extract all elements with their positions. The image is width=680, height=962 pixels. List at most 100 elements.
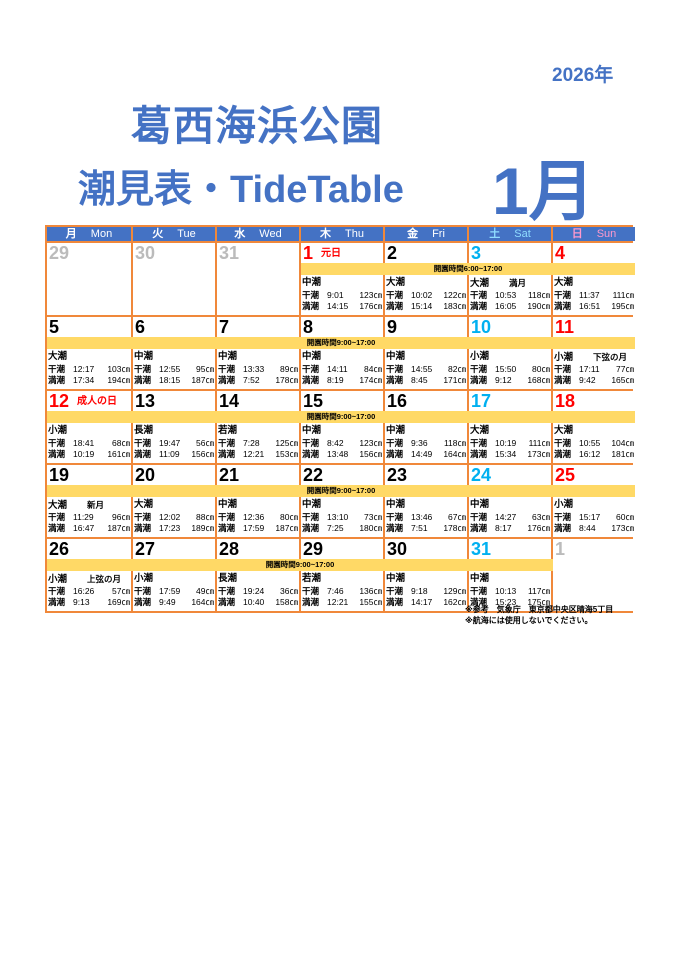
high-tide-line: 満潮 7:25 180㎝ xyxy=(302,523,382,534)
high-tide-label: 満潮 xyxy=(218,597,236,607)
high-tide-label: 満潮 xyxy=(134,597,152,607)
high-tide-height: 164㎝ xyxy=(443,449,466,459)
tide-type: 中潮 xyxy=(218,350,298,364)
low-tide-time: 10:53 xyxy=(495,290,517,300)
low-tide-line: 干潮 18:41 68㎝ xyxy=(48,438,130,449)
high-tide-line: 満潮 15:23 175㎝ xyxy=(470,597,550,608)
day-cell: 26 小潮 上弦の月 干潮 16:26 57㎝ 満潮 9:13 169㎝ xyxy=(47,539,133,611)
tide-info: 若潮 干潮 7:28 125㎝ 満潮 12:21 153㎝ xyxy=(218,424,298,460)
tide-info: 中潮 干潮 14:11 84㎝ 満潮 8:19 174㎝ xyxy=(302,350,382,386)
low-tide-line: 干潮 14:27 63㎝ xyxy=(470,512,550,523)
high-tide-line: 満潮 9:12 168㎝ xyxy=(470,375,550,386)
day-number-text: 30 xyxy=(135,243,156,263)
high-tide-label: 満潮 xyxy=(218,375,236,385)
low-tide-line: 干潮 15:50 80㎝ xyxy=(470,364,550,375)
day-cell: 21 中潮 干潮 12:36 80㎝ 満潮 17:59 187㎝ xyxy=(217,465,301,537)
high-tide-height: 195㎝ xyxy=(611,301,634,311)
day-number: 21 xyxy=(217,465,299,485)
day-number-text: 25 xyxy=(555,465,576,485)
day-number-text: 16 xyxy=(387,391,408,411)
tide-type-text: 中潮 xyxy=(134,351,154,362)
low-tide-label: 干潮 xyxy=(386,512,404,522)
high-tide-height: 187㎝ xyxy=(191,375,214,385)
low-tide-label: 干潮 xyxy=(386,364,404,374)
footnotes: ※参考 気象庁 東京都中央区晴海5丁目 ※航海には使用しないでください。 xyxy=(465,604,613,626)
high-tide-height: 180㎝ xyxy=(359,523,382,533)
high-tide-line: 満潮 9:13 169㎝ xyxy=(48,597,130,608)
high-tide-label: 満潮 xyxy=(470,301,488,311)
high-tide-label: 満潮 xyxy=(470,449,488,459)
high-tide-time: 10:19 xyxy=(73,449,95,459)
tide-type: 中潮 xyxy=(386,424,466,438)
high-tide-label: 満潮 xyxy=(218,449,236,459)
tide-type-text: 小潮 xyxy=(554,499,574,510)
high-tide-label: 満潮 xyxy=(470,597,488,607)
weekday-jp: 月 xyxy=(65,228,77,240)
low-tide-line: 干潮 10:13 117㎝ xyxy=(470,586,550,597)
day-number: 5 xyxy=(47,317,131,337)
high-tide-height: 173㎝ xyxy=(611,523,634,533)
high-tide-height: 181㎝ xyxy=(611,449,634,459)
day-cell: 11 小潮 下弦の月 干潮 17:11 77㎝ 満潮 9:42 165㎝ xyxy=(553,317,635,389)
tide-info: 小潮 干潮 17:59 49㎝ 満潮 9:49 164㎝ xyxy=(134,572,214,608)
tide-type: 大潮 xyxy=(554,424,634,438)
low-tide-time: 10:02 xyxy=(411,290,433,300)
low-tide-time: 7:46 xyxy=(327,586,344,596)
day-number-text: 9 xyxy=(387,317,398,337)
tide-info: 中潮 干潮 8:42 123㎝ 満潮 13:48 156㎝ xyxy=(302,424,382,460)
tide-info: 大潮 干潮 10:55 104㎝ 満潮 16:12 181㎝ xyxy=(554,424,634,460)
note-source: ※参考 気象庁 東京都中央区晴海5丁目 xyxy=(465,605,614,614)
tide-type: 小潮 xyxy=(470,350,550,364)
high-tide-height: 161㎝ xyxy=(107,449,130,459)
tide-type-text: 小潮 xyxy=(554,352,574,363)
opening-hours-band: 開園時間9:00~17:00 xyxy=(47,337,635,349)
high-tide-height: 183㎝ xyxy=(443,301,466,311)
high-tide-line: 満潮 16:51 195㎝ xyxy=(554,301,634,312)
high-tide-line: 満潮 14:15 176㎝ xyxy=(302,301,382,312)
day-number: 24 xyxy=(469,465,551,485)
high-tide-time: 8:44 xyxy=(579,523,596,533)
opening-hours-band: 開園時間9:00~17:00 xyxy=(47,411,635,423)
day-cell: 31 xyxy=(217,243,301,315)
tide-type-text: 大潮 xyxy=(386,277,406,288)
day-number: 11 xyxy=(553,317,635,337)
low-tide-time: 15:50 xyxy=(495,364,517,374)
low-tide-height: 122㎝ xyxy=(443,290,466,300)
high-tide-time: 15:23 xyxy=(495,597,517,607)
high-tide-line: 満潮 14:17 162㎝ xyxy=(386,597,466,608)
day-number-text: 5 xyxy=(49,317,60,337)
day-number: 4 xyxy=(553,243,635,263)
low-tide-line: 干潮 15:17 60㎝ xyxy=(554,512,634,523)
tide-type: 中潮 xyxy=(218,498,298,512)
low-tide-time: 12:36 xyxy=(243,512,265,522)
high-tide-height: 165㎝ xyxy=(611,375,634,385)
day-cell: 24 中潮 干潮 14:27 63㎝ 満潮 8:17 176㎝ xyxy=(469,465,553,537)
low-tide-height: 88㎝ xyxy=(196,512,214,522)
high-tide-line: 満潮 7:51 178㎝ xyxy=(386,523,466,534)
day-cell: 17 大潮 干潮 10:19 111㎝ 満潮 15:34 173㎝ xyxy=(469,391,553,463)
tide-type: 小潮 下弦の月 xyxy=(554,350,634,364)
high-tide-height: 176㎝ xyxy=(527,523,550,533)
tide-info: 中潮 干潮 13:10 73㎝ 満潮 7:25 180㎝ xyxy=(302,498,382,534)
low-tide-label: 干潮 xyxy=(386,290,404,300)
high-tide-time: 16:12 xyxy=(579,449,601,459)
tide-info: 中潮 干潮 12:55 95㎝ 満潮 18:15 187㎝ xyxy=(134,350,214,386)
low-tide-time: 10:13 xyxy=(495,586,517,596)
tide-info: 長潮 干潮 19:47 56㎝ 満潮 11:09 156㎝ xyxy=(134,424,214,460)
high-tide-height: 173㎝ xyxy=(527,449,550,459)
high-tide-line: 満潮 9:49 164㎝ xyxy=(134,597,214,608)
tide-type: 長潮 xyxy=(218,572,298,586)
tide-info: 若潮 干潮 7:46 136㎝ 満潮 12:21 155㎝ xyxy=(302,572,382,608)
low-tide-time: 13:33 xyxy=(243,364,265,374)
high-tide-line: 満潮 12:21 153㎝ xyxy=(218,449,298,460)
tide-type-text: 若潮 xyxy=(218,425,238,436)
holiday-name: 成人の日 xyxy=(77,396,118,407)
tide-type: 中潮 xyxy=(302,350,382,364)
tide-type-text: 大潮 xyxy=(470,278,490,289)
tide-type: 大潮 xyxy=(134,498,214,512)
weekday-en: Wed xyxy=(259,228,282,240)
moon-phase: 上弦の月 xyxy=(87,574,122,584)
day-cell: 23 中潮 干潮 13:46 67㎝ 満潮 7:51 178㎝ xyxy=(385,465,469,537)
high-tide-label: 満潮 xyxy=(302,523,320,533)
high-tide-label: 満潮 xyxy=(134,523,152,533)
